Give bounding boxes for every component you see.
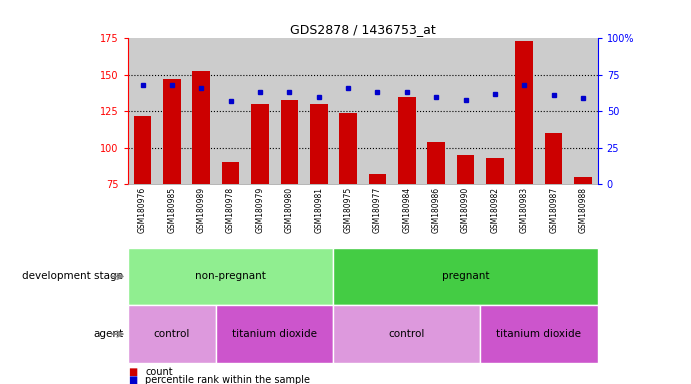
- Text: agent: agent: [93, 329, 123, 339]
- Bar: [222, 162, 239, 184]
- Bar: [163, 79, 180, 184]
- Text: development stage: development stage: [22, 271, 123, 281]
- Title: GDS2878 / 1436753_at: GDS2878 / 1436753_at: [290, 23, 435, 36]
- Text: pregnant: pregnant: [442, 271, 489, 281]
- Text: control: control: [388, 329, 425, 339]
- Text: ■: ■: [128, 375, 137, 384]
- Bar: [333, 305, 480, 363]
- Text: non-pregnant: non-pregnant: [195, 271, 266, 281]
- Text: count: count: [145, 367, 173, 377]
- Text: titanium dioxide: titanium dioxide: [232, 329, 317, 339]
- Bar: [457, 155, 474, 184]
- Bar: [515, 41, 533, 184]
- Bar: [281, 100, 298, 184]
- Bar: [128, 248, 333, 305]
- Bar: [128, 305, 216, 363]
- Bar: [574, 177, 591, 184]
- Bar: [545, 133, 562, 184]
- Text: titanium dioxide: titanium dioxide: [496, 329, 582, 339]
- Text: ■: ■: [128, 367, 137, 377]
- Bar: [427, 142, 445, 184]
- Bar: [369, 174, 386, 184]
- Bar: [398, 97, 415, 184]
- Bar: [216, 305, 333, 363]
- Bar: [192, 71, 210, 184]
- Bar: [480, 305, 598, 363]
- Bar: [128, 38, 598, 184]
- Text: percentile rank within the sample: percentile rank within the sample: [145, 375, 310, 384]
- Text: control: control: [153, 329, 190, 339]
- Bar: [333, 248, 598, 305]
- Bar: [486, 158, 504, 184]
- Bar: [133, 116, 151, 184]
- Bar: [339, 113, 357, 184]
- Bar: [310, 104, 328, 184]
- Bar: [251, 104, 269, 184]
